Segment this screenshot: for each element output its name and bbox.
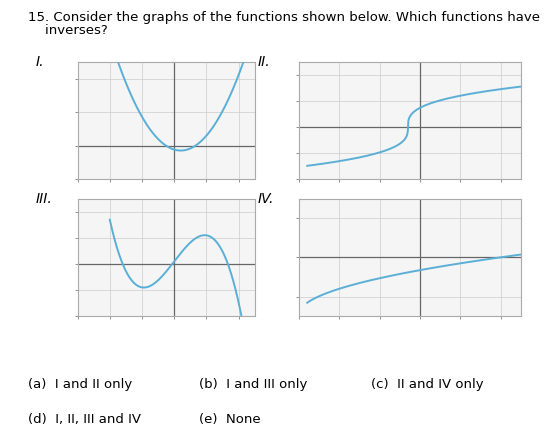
- Text: (a)  I and II only: (a) I and II only: [28, 378, 132, 391]
- Text: (d)  I, II, III and IV: (d) I, II, III and IV: [28, 413, 141, 426]
- Text: (c)  II and IV only: (c) II and IV only: [371, 378, 484, 391]
- Text: (b)  I and III only: (b) I and III only: [199, 378, 308, 391]
- Text: II.: II.: [258, 55, 270, 69]
- Text: III.: III.: [36, 192, 53, 206]
- Text: 15. Consider the graphs of the functions shown below. Which functions have: 15. Consider the graphs of the functions…: [28, 11, 540, 24]
- Text: inverses?: inverses?: [28, 24, 107, 37]
- Text: I.: I.: [36, 55, 44, 69]
- Text: IV.: IV.: [258, 192, 274, 206]
- Text: (e)  None: (e) None: [199, 413, 261, 426]
